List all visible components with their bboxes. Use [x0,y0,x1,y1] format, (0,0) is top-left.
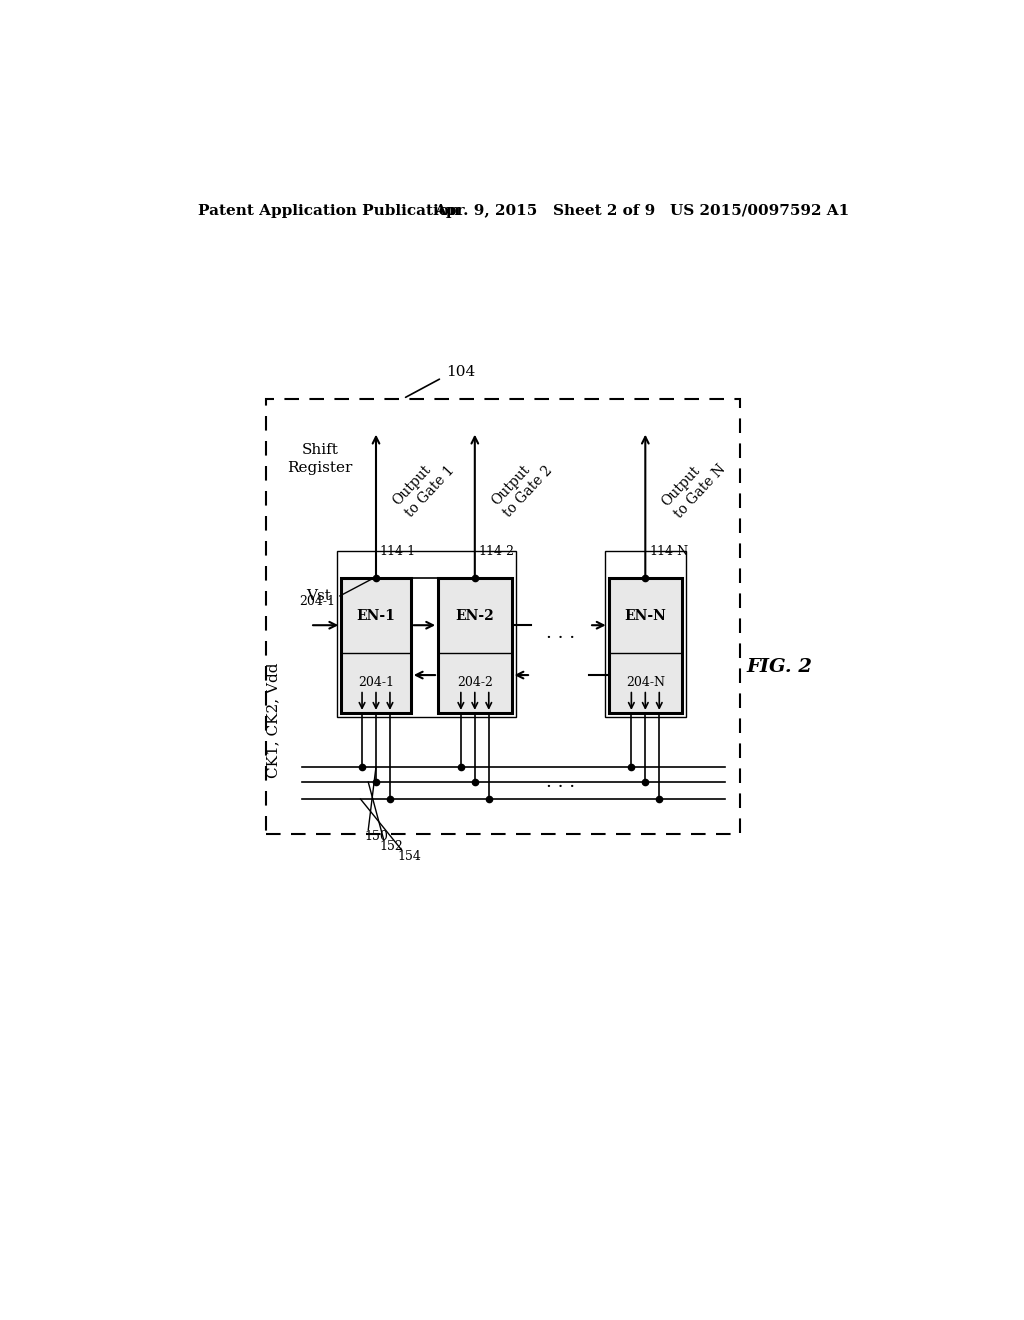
Text: 204-1: 204-1 [299,594,335,607]
Text: . . .: . . . [546,624,574,642]
Bar [337,552,515,717]
Text: Patent Application Publication: Patent Application Publication [198,203,460,218]
Text: 204-2: 204-2 [457,676,493,689]
Text: Apr. 9, 2015   Sheet 2 of 9: Apr. 9, 2015 Sheet 2 of 9 [434,203,655,218]
Text: Output
to Gate 2: Output to Gate 2 [488,451,556,520]
Text: Vst: Vst [306,589,331,603]
Text: Output
to Gate N: Output to Gate N [659,450,728,521]
Text: 204-1: 204-1 [358,676,394,689]
Text: Output
to Gate 1: Output to Gate 1 [390,451,457,520]
Text: EN-1: EN-1 [356,609,395,623]
Text: 152: 152 [380,840,403,853]
Text: CK1, CK2, Vdd: CK1, CK2, Vdd [266,663,281,779]
Bar [438,578,512,713]
Text: Shift
Register: Shift Register [288,442,353,475]
Text: 114-N: 114-N [649,545,688,557]
Text: 114-2: 114-2 [478,545,515,557]
Text: 154: 154 [397,850,422,862]
Text: US 2015/0097592 A1: US 2015/0097592 A1 [671,203,850,218]
Text: 204-N: 204-N [626,676,665,689]
Text: . . .: . . . [546,774,574,791]
Text: EN-N: EN-N [625,609,667,623]
Bar [341,578,411,713]
Text: FIG. 2: FIG. 2 [746,657,812,676]
Text: 150: 150 [365,829,388,842]
Bar [604,552,686,717]
Bar [608,578,682,713]
Text: EN-2: EN-2 [456,609,495,623]
Text: 104: 104 [445,366,475,379]
Text: 114-1: 114-1 [380,545,416,557]
